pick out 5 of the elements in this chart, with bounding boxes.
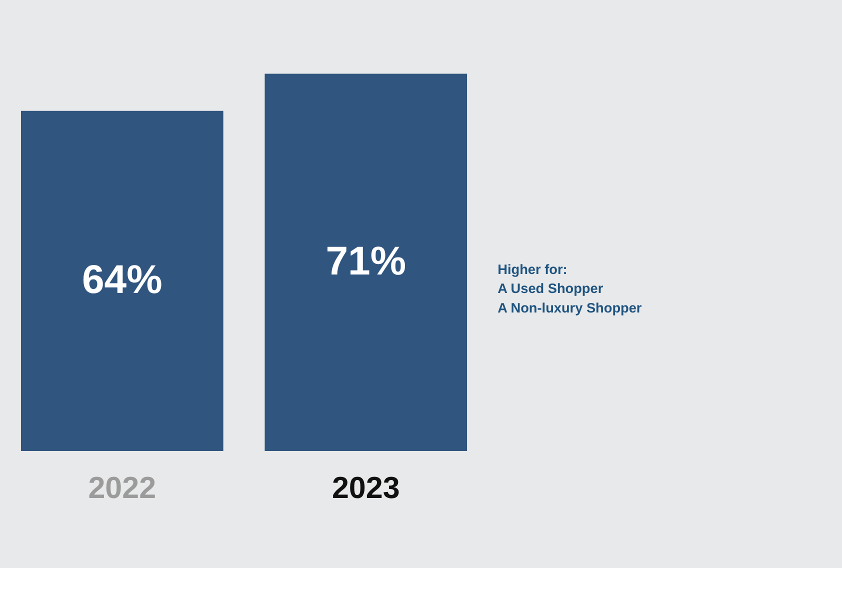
x-tick-label: 2022 bbox=[88, 470, 156, 505]
data-label: 71% bbox=[326, 238, 406, 284]
x-tick-label: 2023 bbox=[332, 470, 400, 505]
text: Higher for: A Used Shopper A Non-luxury Shopper bbox=[498, 262, 642, 316]
data-label: 64% bbox=[82, 256, 162, 302]
